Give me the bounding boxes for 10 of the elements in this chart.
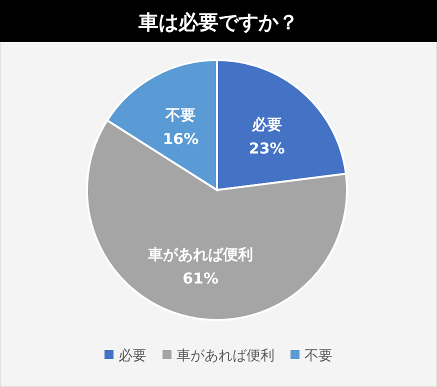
slice-label: 必要 xyxy=(250,115,282,134)
data-label: 23% xyxy=(248,139,285,158)
data-label: 61% xyxy=(182,270,219,288)
legend-label: 車があれば便利 xyxy=(176,348,274,364)
slice-label: 不要 xyxy=(164,106,196,124)
legend-label: 不要 xyxy=(304,348,332,364)
legend-label: 必要 xyxy=(118,348,146,364)
chart-title: 車は必要ですか？ xyxy=(138,10,298,34)
data-label: 16% xyxy=(162,130,199,148)
slice-label: 車があれば便利 xyxy=(147,246,254,264)
